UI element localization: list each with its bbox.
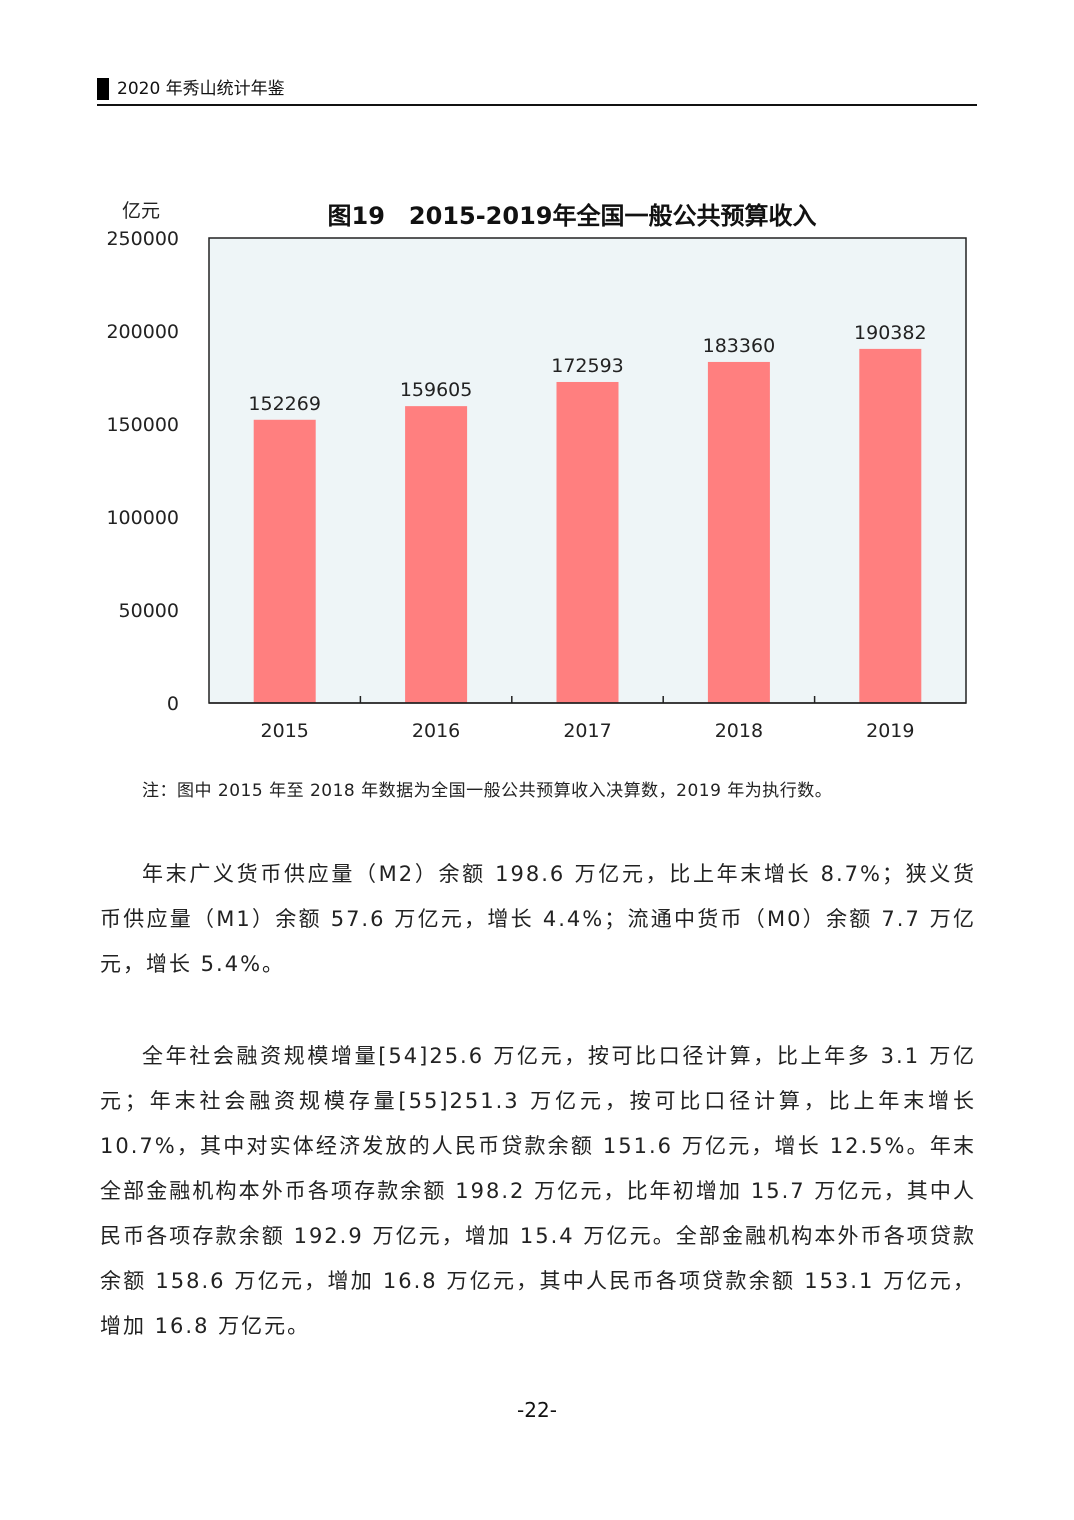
- y-tick-label: 0: [167, 693, 179, 715]
- y-tick-label: 250000: [106, 228, 179, 250]
- y-tick-label: 150000: [106, 414, 179, 436]
- header-marker: [97, 78, 109, 100]
- chart-title: 图19 2015-2019年全国一般公共预算收入: [327, 202, 817, 230]
- value-label-2017: 172593: [551, 355, 624, 377]
- y-tick-label: 50000: [119, 600, 179, 622]
- x-tick-label-2017: 2017: [563, 720, 611, 742]
- x-tick-label-2019: 2019: [866, 720, 914, 742]
- page-header: 2020 年秀山统计年鉴: [97, 76, 977, 106]
- bar-2018: [707, 361, 770, 703]
- header-title: 2020 年秀山统计年鉴: [117, 79, 285, 99]
- value-label-2015: 152269: [248, 393, 321, 415]
- x-tick-label-2018: 2018: [715, 720, 763, 742]
- bar-chart: 152269 159605 172593 183360 190382 0 50000 100…: [106, 228, 967, 742]
- bar-2017: [556, 381, 619, 703]
- paragraph-money-supply: 年末广义货币供应量（M2）余额 198.6 万亿元，比上年末增长 8.7%；狭义…: [100, 862, 976, 976]
- value-label-2016: 159605: [400, 379, 473, 401]
- value-label-2019: 190382: [854, 322, 927, 344]
- bar-2016: [405, 406, 468, 703]
- y-tick-label: 200000: [106, 321, 179, 343]
- chart-note: 注：图中 2015 年至 2018 年数据为全国一般公共预算收入决算数，2019…: [142, 781, 833, 801]
- plot-border: [208, 237, 967, 704]
- bar-2019: [859, 348, 922, 703]
- page-number: -22-: [517, 1398, 557, 1422]
- value-label-2018: 183360: [703, 335, 776, 357]
- bar-2015: [253, 419, 316, 703]
- x-tick-label-2016: 2016: [412, 720, 460, 742]
- chart-unit-label: 亿元: [122, 200, 161, 222]
- x-tick-label-2015: 2015: [261, 720, 309, 742]
- paragraph-social-financing: 全年社会融资规模增量[54]25.6 万亿元，按可比口径计算，比上年多 3.1 …: [100, 1044, 976, 1338]
- y-tick-label: 100000: [106, 507, 179, 529]
